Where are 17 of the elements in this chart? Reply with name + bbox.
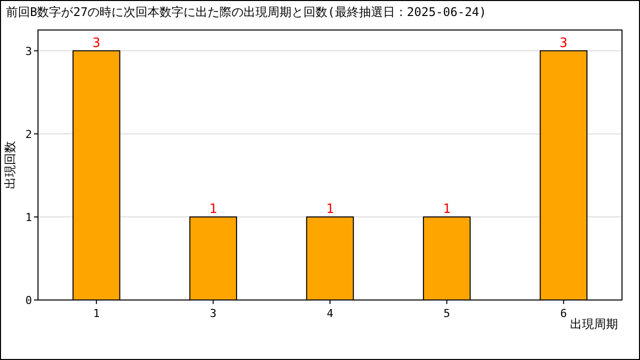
x-tick-label: 5 bbox=[443, 307, 450, 320]
y-tick-label: 3 bbox=[25, 44, 32, 58]
data-label: 1 bbox=[209, 202, 218, 217]
data-label: 1 bbox=[326, 202, 334, 217]
y-tick-label: 0 bbox=[25, 294, 32, 307]
data-label: 3 bbox=[92, 36, 100, 51]
x-tick-label: 1 bbox=[93, 307, 100, 320]
y-axis-title: 出現回数 bbox=[3, 141, 17, 189]
x-axis-title: 出現周期 bbox=[570, 317, 618, 331]
x-tick-label: 3 bbox=[210, 307, 217, 320]
chart-title: 前回B数字が27の時に次回本数字に出た際の出現周期と回数(最終抽選日：2025-06-24) bbox=[6, 5, 486, 19]
data-label: 1 bbox=[442, 202, 451, 217]
x-tick-label: 6 bbox=[560, 307, 567, 320]
y-tick-label: 2 bbox=[25, 128, 32, 141]
x-tick-label: 4 bbox=[326, 307, 334, 320]
y-tick-label: 1 bbox=[25, 210, 32, 224]
data-label: 3 bbox=[560, 36, 568, 51]
